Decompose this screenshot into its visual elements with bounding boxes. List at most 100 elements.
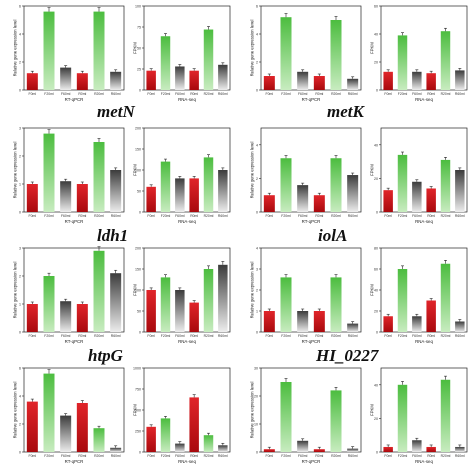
bar-R60ml [218, 170, 228, 212]
x-tick-label: F0ml [147, 454, 155, 458]
chart-3-0-rnaseq: 0 250 500 750 1000 FPKM F0ml F20ml F60ml R0ml R20m… [133, 367, 231, 464]
bar-R60ml [347, 323, 359, 332]
x-tick-label: R60ml [348, 454, 358, 458]
bar-R0ml [313, 76, 325, 90]
y-tick-label: 0 [376, 211, 378, 215]
y-tick-label: 0 [256, 89, 258, 93]
y-tick-label: 4 [256, 33, 258, 37]
x-tick-label: F60ml [175, 92, 185, 96]
y-tick-label: 20 [374, 417, 378, 421]
y-axis-label: FPKM [133, 284, 138, 296]
bar-R20ml [203, 157, 214, 212]
y-tick-label: 20 [374, 61, 378, 65]
x-axis-label: RNA-seq [178, 219, 196, 224]
bar-R20ml [93, 250, 105, 332]
chart-3-1-rnaseq: 0 20 40 FPKM F0ml F20ml F60ml R0ml R20ml R60ml RNA… [370, 367, 468, 464]
x-tick-label: F20ml [281, 334, 291, 338]
bar-R20ml [203, 29, 214, 90]
chart-0-1-rnaseq: 0 20 40 60 FPKM F0ml F20ml F60ml R0ml R20ml R60ml R… [370, 5, 468, 102]
bar-F60ml [60, 67, 72, 90]
x-tick-label: F60ml [175, 334, 185, 338]
bar-R60ml [110, 170, 122, 212]
bar-F0ml [383, 71, 393, 90]
x-tick-label: R20ml [441, 92, 451, 96]
bar-R60ml [110, 273, 122, 332]
bar-R20ml [93, 428, 105, 452]
bar-R0ml [426, 188, 436, 212]
bar-F0ml [26, 73, 38, 90]
x-tick-label: F20ml [398, 454, 408, 458]
y-tick-label: 0 [256, 211, 258, 215]
bar-R0ml [426, 73, 436, 90]
bar-F20ml [160, 418, 171, 452]
y-tick-label: 0 [19, 451, 21, 455]
bar-R0ml [426, 300, 436, 332]
x-tick-label: R0ml [190, 454, 198, 458]
plot-frame [380, 5, 468, 91]
bar-F0ml [383, 190, 393, 212]
x-tick-label: F20ml [44, 334, 54, 338]
y-tick-label: 6 [19, 5, 21, 9]
x-tick-label: R0ml [190, 334, 198, 338]
x-tick-label: F0ml [147, 92, 155, 96]
x-tick-label: R20ml [94, 334, 104, 338]
x-tick-label: R60ml [111, 454, 121, 458]
y-tick-label: 0 [139, 451, 141, 455]
chart-1-1-rnaseq: 0 20 40 FPKM F0ml F20ml F60ml R0ml R20ml R60ml RNA… [370, 127, 468, 224]
x-tick-label: F0ml [147, 214, 155, 218]
y-tick-label: 80 [374, 247, 378, 251]
y-tick-label: 0 [19, 331, 21, 335]
bar-F60ml [175, 290, 185, 332]
x-axis-label: RNA-seq [415, 97, 433, 102]
plot-frame [260, 247, 362, 333]
bar-R20ml [440, 379, 451, 452]
x-tick-label: R20ml [331, 92, 341, 96]
gene-title: HI_0227 [316, 346, 379, 365]
x-tick-label: R60ml [218, 214, 228, 218]
x-tick-label: R20ml [331, 454, 341, 458]
y-tick-label: 0 [376, 331, 378, 335]
bar-F60ml [297, 71, 309, 90]
x-tick-label: F60ml [61, 454, 71, 458]
y-tick-label: 1 [19, 303, 21, 307]
plot-frame [143, 5, 231, 91]
bar-F20ml [280, 277, 292, 332]
plot-frame [143, 127, 231, 213]
y-tick-label: 40 [374, 33, 378, 37]
bar-R60ml [347, 78, 359, 90]
bar-R20ml [203, 269, 214, 332]
x-tick-label: R0ml [427, 92, 435, 96]
x-tick-label: F60ml [298, 454, 308, 458]
gene-title: htpG [88, 346, 123, 365]
x-tick-label: R60ml [348, 214, 358, 218]
x-tick-label: R20ml [94, 92, 104, 96]
bar-R0ml [313, 311, 325, 332]
y-axis-label: Relative gene expression level [250, 262, 255, 319]
x-tick-label: F20ml [398, 334, 408, 338]
y-tick-label: 4 [19, 395, 21, 399]
x-tick-label: R60ml [218, 454, 228, 458]
bar-F20ml [280, 158, 292, 212]
x-tick-label: R60ml [348, 334, 358, 338]
x-tick-label: F0ml [29, 214, 37, 218]
x-tick-label: R60ml [111, 92, 121, 96]
x-tick-label: F0ml [384, 454, 392, 458]
y-tick-label: 60 [374, 268, 378, 272]
plot-frame [143, 247, 231, 333]
x-tick-label: R20ml [204, 454, 214, 458]
bar-F0ml [263, 76, 275, 90]
x-tick-label: R20ml [441, 334, 451, 338]
y-tick-label: 2 [19, 61, 21, 65]
y-tick-label: 150 [135, 148, 141, 152]
bar-F60ml [412, 181, 422, 212]
x-axis-label: RNA-seq [415, 339, 433, 344]
x-axis-label: RNA-seq [415, 459, 433, 464]
x-tick-label: R0ml [427, 454, 435, 458]
x-tick-label: R20ml [441, 454, 451, 458]
bar-R20ml [440, 263, 451, 332]
x-axis-label: RNA-seq [178, 459, 196, 464]
y-tick-label: 40 [374, 289, 378, 293]
bar-R20ml [330, 158, 342, 212]
x-tick-label: R20ml [331, 214, 341, 218]
bar-F20ml [397, 154, 408, 212]
